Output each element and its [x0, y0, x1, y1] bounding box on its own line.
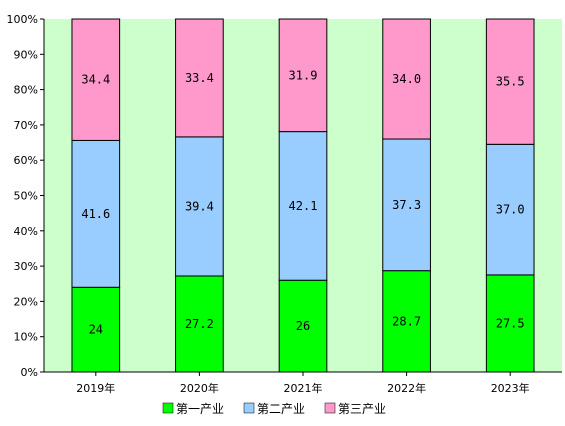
y-tick-label: 80% [14, 84, 38, 97]
x-tick-label: 2022年 [387, 381, 426, 395]
bar-segment [485, 274, 535, 373]
data-label: 37.0 [496, 203, 525, 217]
data-label: 28.7 [392, 314, 421, 328]
y-tick-label: 0% [21, 366, 38, 379]
data-label: 24 [89, 323, 103, 337]
y-tick-label: 10% [14, 331, 38, 344]
y-tick-label: 20% [14, 295, 38, 308]
y-tick-label: 90% [14, 48, 38, 61]
y-tick-label: 100% [7, 13, 38, 26]
data-label: 41.6 [81, 207, 110, 221]
y-tick-label: 40% [14, 225, 38, 238]
data-label: 42.1 [289, 199, 318, 213]
y-tick-label: 60% [14, 154, 38, 167]
data-label: 27.2 [185, 317, 214, 331]
y-tick-label: 30% [14, 260, 38, 273]
legend-label: 第一产业 [176, 402, 224, 416]
bar-segment [382, 18, 431, 140]
bar-segment [71, 18, 121, 141]
x-tick-label: 2020年 [180, 381, 219, 395]
x-tick-label: 2019年 [76, 381, 115, 395]
bar-segment [485, 143, 535, 276]
legend-item: 第一产业 [162, 402, 224, 416]
legend-swatch [162, 402, 174, 414]
bar-segment [278, 131, 328, 281]
bar-segment [175, 18, 224, 138]
legend-swatch [243, 402, 255, 414]
x-tick-label: 2023年 [491, 381, 530, 395]
y-tick-label: 50% [14, 190, 38, 203]
legend-item: 第二产业 [243, 402, 305, 416]
data-label: 37.3 [392, 198, 421, 212]
legend-label: 第二产业 [257, 402, 305, 416]
data-label: 26 [296, 319, 310, 333]
bar-segment [278, 279, 328, 373]
y-tick-label: 70% [14, 119, 38, 132]
data-label: 33.4 [185, 71, 214, 85]
x-tick-label: 2021年 [284, 381, 323, 395]
data-label: 34.0 [392, 72, 421, 86]
bar-segment [485, 18, 535, 145]
data-label: 31.9 [289, 68, 318, 82]
data-label: 34.4 [81, 73, 110, 87]
bar-segment [382, 138, 431, 272]
legend-label: 第三产业 [338, 402, 386, 416]
data-label: 35.5 [496, 75, 525, 89]
data-label: 27.5 [496, 316, 525, 330]
legend-item: 第三产业 [324, 402, 386, 416]
bar-segment [175, 136, 224, 277]
bar-segment [71, 286, 121, 373]
legend-swatch [324, 402, 336, 414]
data-label: 39.4 [185, 199, 214, 213]
bar-segment [278, 18, 328, 133]
